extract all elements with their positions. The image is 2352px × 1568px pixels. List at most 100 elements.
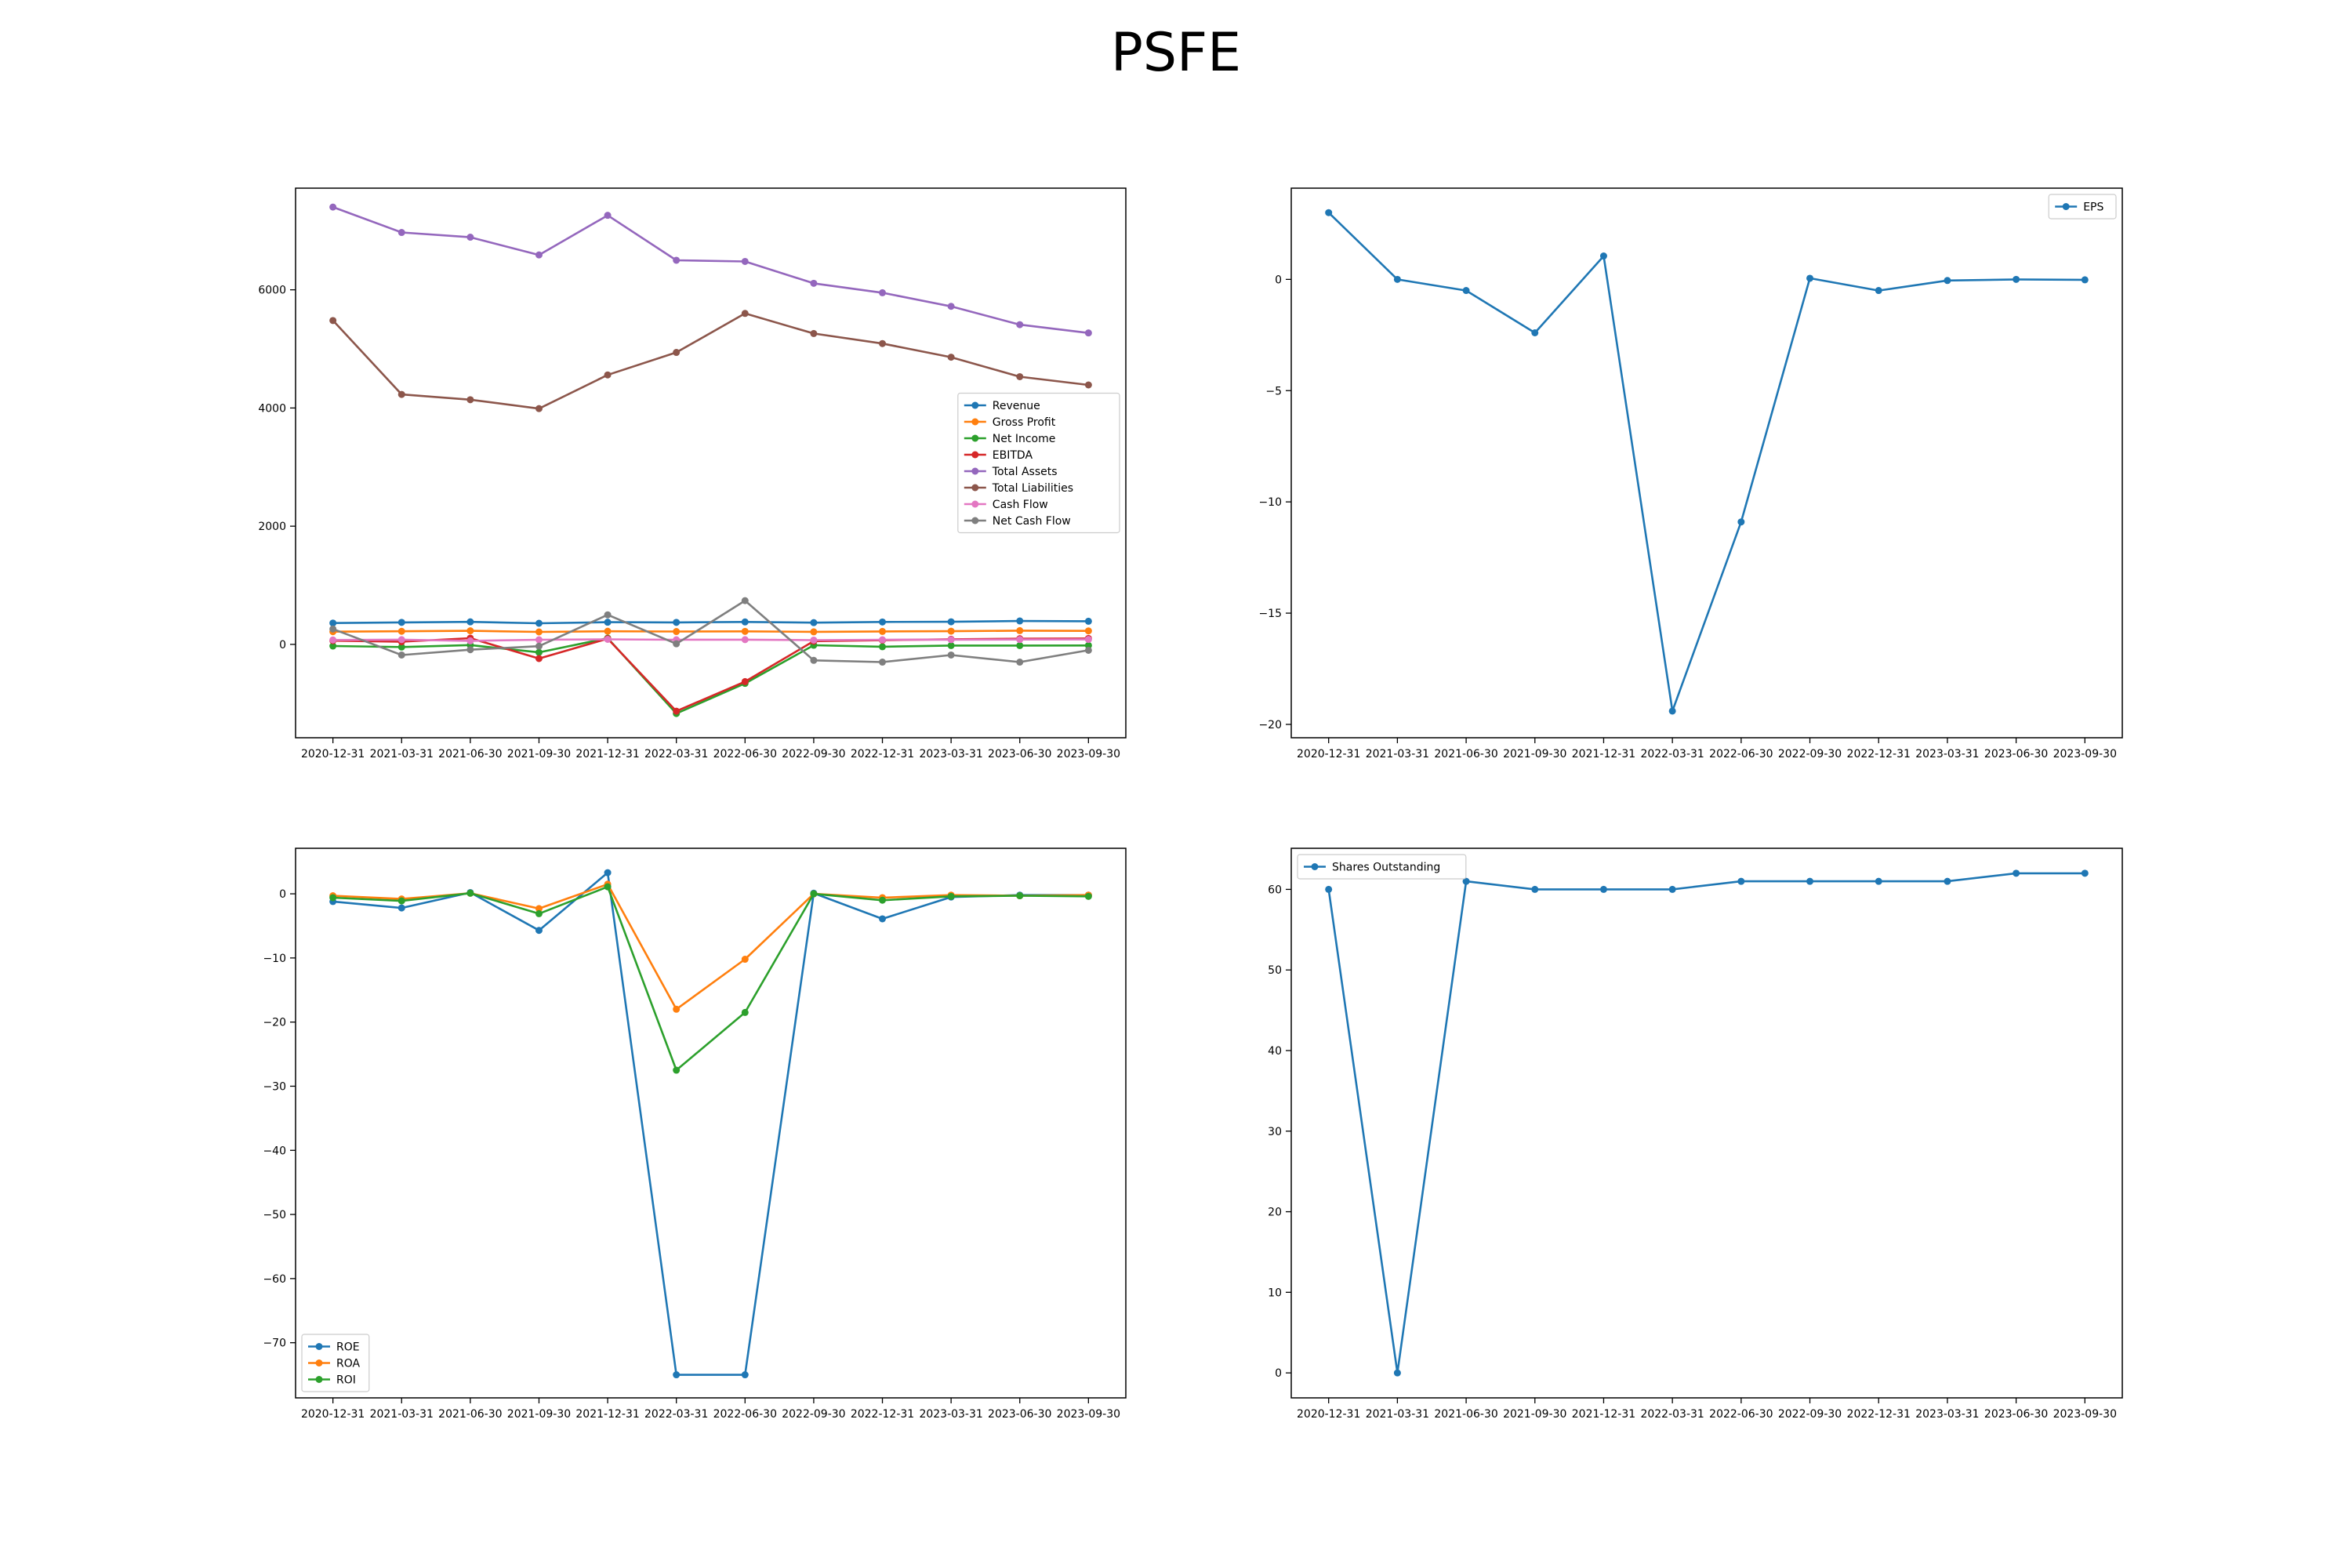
data-point [466,396,474,404]
legend-marker [315,1359,323,1367]
x-tick-label: 2022-03-31 [644,1408,708,1421]
x-tick-label: 2023-03-31 [919,748,982,760]
legend-label: Total Assets [992,466,1058,478]
data-point [1084,641,1092,649]
data-point [1599,885,1607,893]
series-line [332,885,1089,1072]
x-tick-label: 2022-12-31 [851,1408,914,1421]
data-point [2081,869,2089,877]
data-point [1084,892,1092,900]
data-point [1462,287,1470,295]
data-point [535,251,543,259]
data-point [810,890,818,898]
data-point [329,625,337,633]
y-tick-label: −20 [1258,719,1282,731]
data-point [1084,617,1092,625]
data-point [466,889,474,897]
legend-label: ROE [336,1341,360,1354]
data-point [879,636,887,644]
data-point [947,892,955,900]
x-tick-label: 2022-06-30 [713,1408,777,1421]
data-point [397,390,405,398]
data-point [673,619,681,626]
data-point [741,677,749,685]
x-tick-label: 2021-12-31 [1572,748,1635,760]
data-point [397,636,405,644]
x-tick-label: 2023-03-31 [1915,748,1979,760]
legend: ROE ROA ROI [301,1334,370,1392]
data-point [947,641,955,649]
x-tick-label: 2023-09-30 [2053,1408,2117,1421]
legend-marker [971,467,979,475]
y-tick-label: 4000 [258,402,286,415]
data-point [1016,659,1024,666]
axes-frame [1290,187,2123,739]
x-tick-label: 2022-09-30 [1778,1408,1842,1421]
data-point [535,628,543,636]
y-tick-label: −50 [263,1209,286,1221]
y-tick-label: −10 [263,953,286,965]
series-net-cash-flow [329,597,1092,666]
data-point [1393,275,1401,283]
y-tick-label: 0 [279,888,286,901]
data-point [397,627,405,635]
data-point [741,1371,749,1379]
data-point [466,234,474,241]
panel-financials: 2020-12-31 2021-03-31 2021-06-30 2021-09-30… [258,187,1127,760]
y-tick-label: 60 [1268,884,1282,896]
data-point [604,371,612,379]
data-point [879,627,887,635]
x-tick-label: 2023-09-30 [1057,1408,1120,1421]
x-tick-label: 2023-06-30 [1984,1408,2048,1421]
data-point [397,619,405,626]
data-point [810,329,818,337]
y-tick-label: 0 [279,639,286,652]
data-point [947,651,955,659]
legend-marker [971,451,979,459]
data-point [879,289,887,296]
x-tick-label: 2023-03-31 [919,1408,982,1421]
x-tick-label: 2022-09-30 [782,748,845,760]
data-point [535,636,543,644]
data-point [1599,252,1607,260]
data-point [1944,877,1951,885]
data-point [329,619,337,627]
series-roe [329,869,1092,1379]
legend-label: Gross Profit [993,416,1056,429]
data-point [810,656,818,664]
y-tick-label: 30 [1268,1126,1282,1138]
panel-returns: 2020-12-31 2021-03-31 2021-06-30 2021-09-30… [263,848,1127,1421]
x-tick-label: 2021-12-31 [575,1408,639,1421]
legend-box [957,392,1120,534]
legend-marker [1311,863,1319,870]
series-total-liabilities [329,310,1092,412]
x-tick-label: 2021-12-31 [1572,1408,1635,1421]
data-point [1944,277,1951,285]
legend: Shares Outstanding [1297,854,1467,880]
data-point [1016,636,1024,644]
y-tick-label: 10 [1268,1287,1282,1299]
data-point [535,909,543,917]
legend-marker [971,500,979,508]
data-point [1016,892,1024,900]
data-point [329,317,337,325]
data-point [1668,885,1676,893]
x-tick-label: 2022-03-31 [1640,748,1704,760]
x-tick-label: 2021-09-30 [1503,748,1566,760]
data-point [329,203,337,211]
data-point [1875,287,1882,295]
data-point [810,619,818,626]
data-point [741,310,749,318]
series-gross-profit [329,626,1092,636]
data-point [397,897,405,905]
data-point [329,642,337,650]
legend-box [1297,854,1467,880]
data-point [1806,877,1814,885]
x-tick-label: 2021-03-31 [1366,1408,1429,1421]
data-point [1531,885,1539,893]
data-point [329,636,337,644]
x-tick-label: 2021-09-30 [507,1408,571,1421]
series-roi [329,883,1092,1074]
data-point [535,905,543,913]
x-tick-label: 2023-03-31 [1915,1408,1979,1421]
